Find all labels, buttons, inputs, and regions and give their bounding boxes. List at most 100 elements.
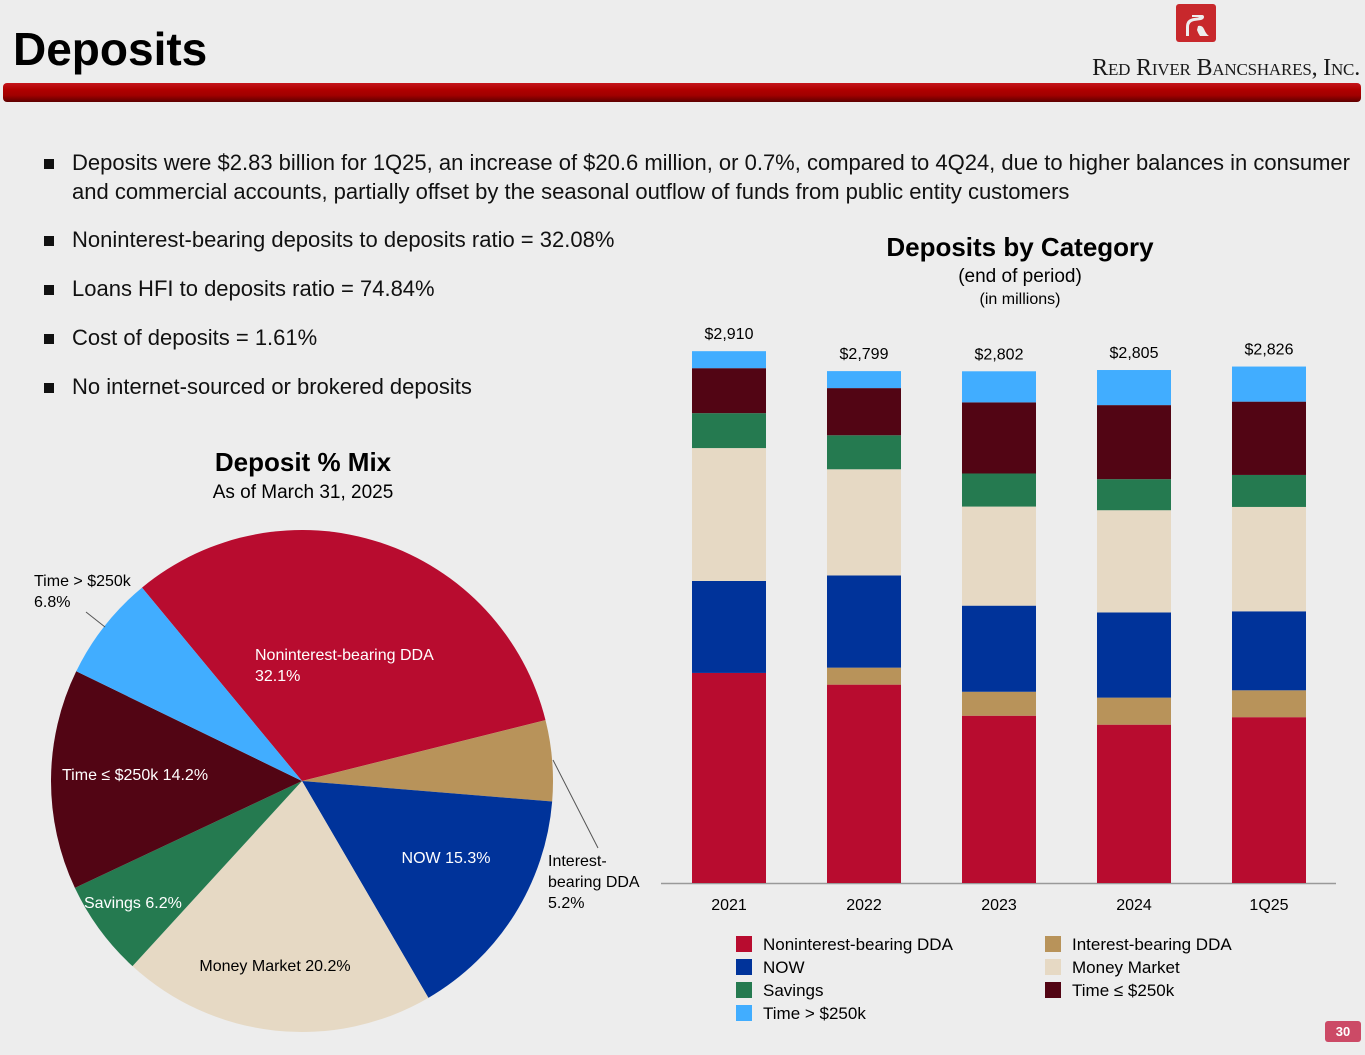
bar-segment-money-market-2024 [1097,510,1171,613]
bar-segment-savings-2021 [692,413,766,449]
pie-label-noninterest-bearing-dda: Noninterest-bearing DDA 32.1% [255,647,434,685]
bar-segment-time-gt-250k-2022 [827,371,901,389]
page-title: Deposits [13,23,208,75]
legend-item-money-market: Money Market [1045,958,1180,978]
bar-segment-noninterest-bearing-dda-2022 [827,684,901,883]
company-name: Red River Bancshares, Inc. [1092,55,1360,81]
pie-slice-money-market [132,781,429,1032]
pie-slice-time-le-250k [50,671,302,888]
bar-segment-now-1Q25 [1232,611,1306,691]
bar-segment-noninterest-bearing-dda-2024 [1097,724,1171,883]
legend-swatch [736,936,752,952]
pie-chart: Noninterest-bearing DDA 32.1% Interest-bea… [34,530,640,1032]
bullet-text: Deposits were $2.83 billion for 1Q25, an… [72,150,1350,204]
pie-chart-title: Deposit % Mix [214,447,392,477]
bar-segment-interest-bearing-dda-2022 [827,667,901,685]
bar-segment-savings-1Q25 [1232,474,1306,507]
bar-total-label: $2,826 [1245,342,1294,359]
legend-item-savings: Savings [736,981,823,1001]
pie-label-time-gt-250k: Time > $250k 6.8% [34,573,132,611]
pie-label-money-market: Money Market 20.2% [199,958,350,975]
bullet-list: Deposits were $2.83 billion for 1Q25, an… [40,148,1350,401]
pie-slice-time-gt-250k [76,587,302,781]
pie-label-interest-bearing-dda: Interest-bearing DDA 5.2% [548,853,640,912]
bar-segment-savings-2022 [827,435,901,470]
bar-segment-interest-bearing-dda-1Q25 [1232,690,1306,718]
legend-item-noninterest-bearing-dda: Noninterest-bearing DDA [736,935,953,955]
bar-segment-now-2024 [1097,612,1171,698]
pie-slice-savings [74,781,302,967]
bar-segment-now-2021 [692,580,766,673]
bar-segment-now-2022 [827,575,901,668]
bar-segment-savings-2024 [1097,479,1171,511]
bullet-square-icon [44,159,54,169]
bar-chart-title: Deposits by Category [886,232,1154,262]
bar-segment-savings-2023 [962,473,1036,507]
bullet-item: Cost of deposits = 1.61% [40,323,1350,352]
pie-chart-subtitle: As of March 31, 2025 [212,482,394,503]
legend-swatch [736,959,752,975]
bullet-text: Loans HFI to deposits ratio = 74.84% [72,276,435,301]
bar-segment-time-gt-250k-2021 [692,351,766,369]
bullet-square-icon [44,236,54,246]
legend-label: Money Market [1072,958,1180,977]
bullet-item: Noninterest-bearing deposits to deposits… [40,225,1350,254]
bar-segment-time-gt-250k-2024 [1097,370,1171,406]
legend-swatch [736,1005,752,1021]
legend-label: Noninterest-bearing DDA [763,935,953,954]
bullet-text: Noninterest-bearing deposits to deposits… [72,227,615,252]
pie-leader-line [552,759,599,849]
bar-total-label: $2,802 [975,346,1024,363]
bullet-square-icon [44,334,54,344]
legend-swatch [1045,936,1061,952]
legend-item-time-gt-250k: Time > $250k [736,1004,866,1024]
bar-total-label: $2,799 [840,346,889,363]
legend-swatch [736,982,752,998]
legend-swatch [1045,959,1061,975]
bar-segment-time-le-250k-2024 [1097,405,1171,480]
bullet-item: Deposits were $2.83 billion for 1Q25, an… [40,148,1350,206]
pie-slice-interest-bearing-dda [302,720,553,802]
bar-segment-time-le-250k-2021 [692,368,766,414]
x-tick-label: 2021 [711,897,747,914]
bar-segment-time-le-250k-1Q25 [1232,401,1306,475]
pie-slice-noninterest-bearing-dda [142,530,546,781]
pie-leader-line [85,611,106,628]
header-divider-bar [3,83,1361,102]
bar-segment-noninterest-bearing-dda-1Q25 [1232,717,1306,883]
legend-label: NOW [763,958,805,977]
stacked-bar-chart: $2,910 2021 $2,799 2022 $2,802 2023 $2,805 2024… [661,326,1336,914]
x-tick-label: 2024 [1116,897,1152,914]
legend-item-now: NOW [736,958,805,978]
bar-segment-money-market-2021 [692,448,766,581]
bar-segment-time-le-250k-2023 [962,402,1036,474]
bar-segment-noninterest-bearing-dda-2021 [692,672,766,883]
bar-chart-subtitle: (end of period) [958,266,1082,287]
pie-label-savings: Savings 6.2% [84,895,182,912]
bullet-text: No internet-sourced or brokered deposits [72,374,472,399]
bar-segment-interest-bearing-dda-2023 [962,691,1036,716]
bar-segment-time-le-250k-2022 [827,388,901,436]
bar-segment-now-2023 [962,605,1036,692]
legend-item-time-le-250k: Time ≤ $250k [1045,981,1174,1001]
bar-segment-money-market-1Q25 [1232,506,1306,612]
x-tick-label: 2023 [981,897,1017,914]
legend-label: Savings [763,981,824,1000]
bar-segment-interest-bearing-dda-2024 [1097,697,1171,725]
pie-slice-now [302,781,553,998]
bar-total-label: $2,805 [1110,345,1159,362]
page-number-badge: 30 [1325,1021,1361,1042]
bar-segment-time-gt-250k-2023 [962,371,1036,403]
bullet-text: Cost of deposits = 1.61% [72,325,318,350]
bullet-item: Loans HFI to deposits ratio = 74.84% [40,274,1350,303]
legend-label: Time ≤ $250k [1072,981,1175,1000]
bar-segment-money-market-2022 [827,469,901,576]
legend-item-interest-bearing-dda: Interest-bearing DDA [1045,935,1232,955]
x-tick-label: 2022 [846,897,882,914]
x-tick-label: 1Q25 [1249,897,1288,914]
pie-label-now: NOW 15.3% [402,850,491,867]
bar-chart-units: (in millions) [979,291,1061,308]
bar-segment-time-gt-250k-1Q25 [1232,366,1306,402]
bar-total-label: $2,910 [705,326,754,343]
